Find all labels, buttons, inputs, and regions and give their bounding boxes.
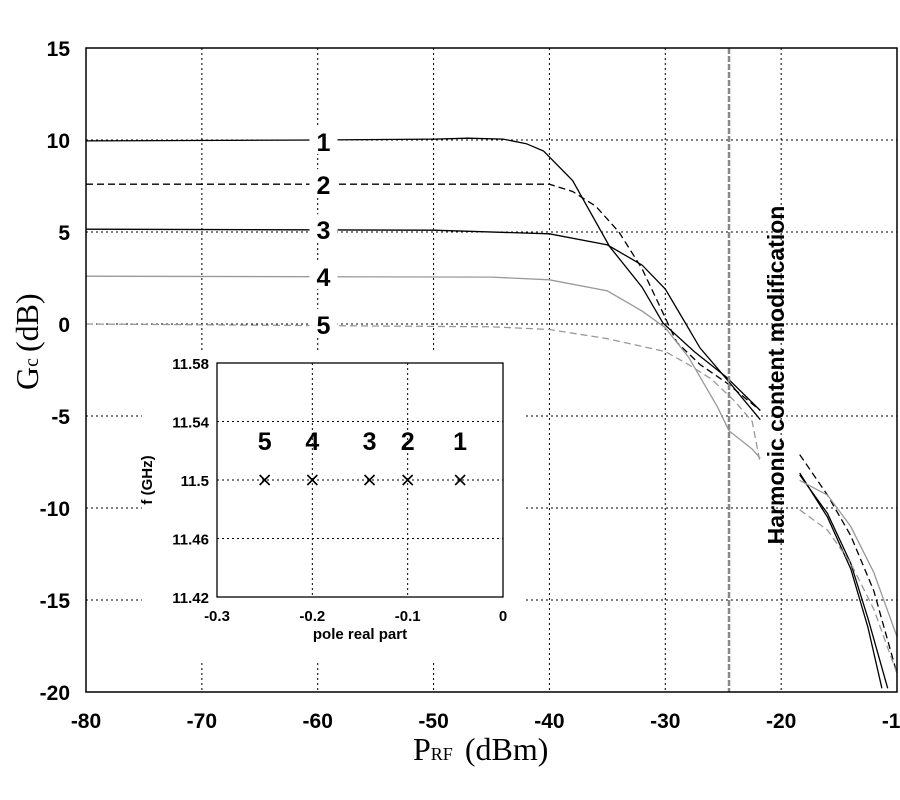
inset-point-label: 3	[363, 428, 377, 456]
x-axis-label-unit: (dBm)	[465, 731, 549, 767]
curve-label-bg	[309, 261, 338, 290]
series-5-line	[799, 509, 898, 674]
x-tick-label: -30	[650, 710, 680, 733]
x-tick-label: -70	[187, 710, 217, 733]
inset-y-tick-label: 11.42	[172, 590, 209, 607]
inset-x-marker	[454, 474, 466, 486]
inset-x-tick-label: -0.2	[299, 608, 325, 625]
inset-x-marker	[259, 474, 271, 486]
y-tick-label: -5	[51, 406, 70, 429]
inset-x-tick-label: -0.3	[204, 608, 230, 625]
y-tick-label: -20	[40, 682, 70, 705]
curve-label: 3	[317, 217, 331, 245]
main-tick-labels: -80-70-60-50-40-30-20-10151050-5-10-15-2…	[40, 38, 900, 733]
inset-point-label: 5	[258, 428, 272, 456]
series-1-line	[799, 472, 883, 689]
inset-x-tick-label: 0	[499, 608, 507, 625]
main-plot-frame	[85, 47, 898, 693]
series-4-line	[85, 275, 761, 459]
y-tick-label: -15	[40, 590, 71, 613]
curve-label-bg	[309, 214, 338, 243]
x-tick-label: -50	[418, 710, 448, 733]
inset-x-tick-label: -0.1	[395, 608, 421, 625]
x-axis-label-sub: RF	[431, 744, 453, 764]
curve-label: 1	[317, 129, 331, 157]
inset-x-axis-label: pole real part	[313, 626, 407, 643]
curve-label-bg	[309, 169, 338, 198]
y-tick-label: -10	[40, 498, 70, 521]
inset-point-label: 4	[305, 428, 319, 456]
inset-y-tick-label: 11.5	[181, 473, 209, 490]
series-4-line	[799, 479, 898, 638]
curve-label: 5	[317, 312, 331, 340]
inset-frame	[216, 362, 504, 598]
x-tick-label: -60	[303, 710, 333, 733]
inset-point-label: 2	[401, 428, 415, 456]
x-tick-label: -80	[71, 710, 101, 733]
series-1-line	[85, 137, 761, 411]
inset-chart: -0.3 -0.2 -0.1 0 11.58 11.54 11.5 11.46 11.42 5 4 3…	[139, 351, 523, 660]
x-tick-label: -40	[534, 710, 564, 733]
x-axis-label-main: P	[413, 731, 431, 767]
y-tick-label: 0	[58, 314, 70, 337]
inset-x-marker	[363, 474, 376, 486]
y-axis-label-unit: (dB)	[9, 293, 45, 352]
inset-y-axis-label: f (GHz)	[139, 455, 156, 504]
x-axis-label: PRF (dBm)	[413, 731, 548, 767]
series-5-line	[85, 323, 761, 464]
inset-y-tick-label: 11.58	[172, 356, 209, 373]
inset-background	[142, 351, 523, 660]
inset-point-label: 1	[453, 428, 467, 456]
series-3-line	[799, 474, 889, 689]
harmonic-annotation: Harmonic content modification	[763, 206, 789, 545]
series-3-line	[85, 228, 761, 421]
x-tick-label: -20	[766, 710, 796, 733]
y-axis-label: Gc (dB)	[9, 293, 45, 390]
inset-y-tick-label: 11.54	[172, 415, 209, 432]
curve-label-bg	[309, 125, 338, 154]
curve-label: 4	[317, 264, 331, 292]
x-tick-label: -10	[882, 710, 900, 733]
y-tick-label: 15	[47, 38, 71, 61]
y-axis-label-sub: c	[21, 358, 43, 367]
series-2-line	[86, 183, 761, 412]
inset-x-marker	[402, 474, 414, 486]
inset-x-marker	[306, 474, 318, 486]
curve-label-bg	[309, 309, 338, 337]
y-tick-label: 10	[47, 130, 70, 153]
curve-label: 2	[317, 172, 331, 200]
inset-y-tick-label: 11.46	[172, 532, 209, 549]
main-curves	[85, 137, 898, 689]
curve-labels: 1 2 3 4 5	[309, 125, 338, 340]
y-axis-label-main: G	[9, 367, 45, 390]
y-tick-label: 5	[58, 222, 70, 245]
